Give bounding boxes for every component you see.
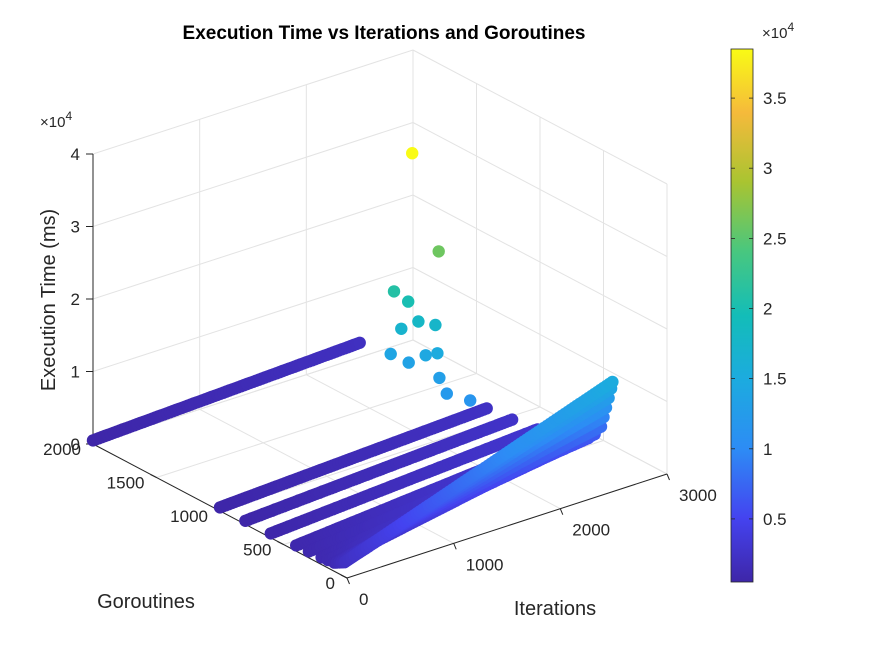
grid-line [92,49,414,155]
chart-title: Execution Time vs Iterations and Gorouti… [183,23,586,44]
grid-lines [92,49,668,579]
y-tick-mark [277,541,284,545]
z-tick-label: 3 [71,218,80,237]
grid-line [92,122,414,227]
outlier-point [419,349,432,362]
colorbar-tick-label: 2.5 [763,229,787,248]
scatter-point [353,336,366,349]
y-tick-label: 1000 [170,507,208,526]
colorbar-tick-label: 2 [763,300,772,319]
x-axis-label: Iterations [514,598,596,620]
outlier-point [433,371,446,385]
y-tick-mark [340,574,348,579]
x-tick-label: 2000 [572,521,610,540]
outlier-point [431,347,444,360]
outlier-point [440,387,453,400]
colorbar-tick-label: 0.5 [763,510,787,529]
z-tick-label: 4 [71,145,80,164]
x-tick-mark [346,577,350,585]
colorbar-tick-label: 1 [763,440,772,459]
outlier-point [429,318,442,332]
scatter-point [480,402,493,415]
colorbar [730,48,754,583]
data-points [86,147,619,569]
y-tick-label: 500 [243,541,271,560]
outlier-point [395,322,408,335]
z-axis-label: Execution Time (ms) [38,209,60,391]
outlier-point [387,285,401,298]
y-axis-label: Goroutines [97,591,195,613]
x-tick-label: 3000 [679,486,717,505]
x-tick-label: 1000 [466,555,504,574]
colorbar-ticks: 0.5 1 1.5 2 2.5 3 3.5 [731,89,787,529]
y-tick-label: 0 [326,574,335,593]
outlier-point [432,245,445,258]
x-tick-mark [453,543,457,550]
colorbar-tick-label: 3.5 [763,89,787,108]
colorbar-exponent-label: ×104 [762,20,794,42]
outlier-point [384,347,397,361]
grid-line [412,49,668,185]
colorbar-tick-label: 1.5 [763,370,787,389]
grid-line [412,267,668,402]
grid-line [412,194,668,330]
colorbar-tick-label: 3 [763,159,772,178]
z-exponent-label: ×104 [40,109,72,131]
x-axis-line [346,473,668,579]
y-tick-mark [150,474,157,478]
grid-line [156,373,477,478]
scatter-point [606,375,619,389]
outlier-point [402,295,415,308]
y-tick-label: 2000 [43,440,81,459]
scatter-point [505,413,519,426]
z-tick-label: 2 [71,290,80,309]
grid-line [92,267,414,372]
outlier-point [402,356,415,369]
outlier-point [464,394,477,407]
outlier-point [406,147,419,160]
z-tick-label: 1 [71,363,80,382]
outlier-point [412,315,425,328]
z-tick-label: 0 [71,435,80,454]
x-tick-mark [559,508,564,515]
x-tick-mark [666,473,670,481]
grid-line [92,194,414,300]
x-tick-label: 0 [359,590,368,609]
grid-line [412,122,668,257]
y-tick-label: 1500 [107,474,145,493]
